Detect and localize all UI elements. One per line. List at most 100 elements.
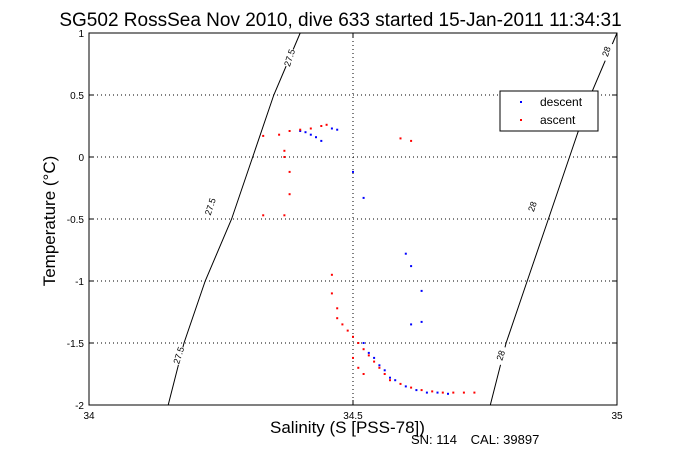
contour-label-text: 28 <box>600 45 613 58</box>
legend-marker-descent <box>520 101 522 103</box>
y-tick-label: -1.5 <box>67 339 85 350</box>
ascent-point <box>320 125 323 127</box>
ascent-point <box>389 379 391 382</box>
x-tick-label: 34 <box>83 411 95 422</box>
ascent-point <box>362 348 365 351</box>
ascent-point <box>283 156 286 158</box>
ascent-point <box>399 382 402 385</box>
ascent-point <box>330 273 333 276</box>
footer-info: SN: 114 CAL: 39897 <box>411 432 549 447</box>
contour-label: 28 <box>597 41 613 62</box>
serial-number: SN: 114 <box>411 432 458 447</box>
y-tick-label: 0.5 <box>70 91 84 102</box>
ascent-point <box>373 360 376 363</box>
ascent-point <box>299 128 302 131</box>
ascent-point <box>262 214 265 217</box>
contour-label: 27.5 <box>201 196 218 217</box>
descent-point <box>304 131 307 134</box>
legend-label-ascent: ascent <box>540 113 576 127</box>
contour-label-background <box>492 344 508 366</box>
y-tick-label: -2 <box>75 401 84 412</box>
ascent-point <box>367 354 370 357</box>
ascent-point <box>288 170 291 173</box>
contour-label: 27.5 <box>281 47 297 68</box>
contour-label: 27.5 <box>170 344 186 366</box>
descent-point <box>315 136 317 139</box>
ascent-point <box>399 137 402 140</box>
descent-point <box>362 342 365 344</box>
descent-point <box>336 128 339 131</box>
grid-lines <box>89 33 617 405</box>
descent-point <box>378 364 381 367</box>
descent-point <box>330 127 333 130</box>
x-tick-label: 35 <box>611 411 623 422</box>
y-tick-label: -1 <box>75 277 84 288</box>
descent-point <box>404 385 407 388</box>
contour-label-text: 27.5 <box>203 197 218 217</box>
ascent-point <box>346 329 349 332</box>
contour-label-background <box>170 344 186 366</box>
ascent-point <box>283 149 286 152</box>
y-tick-label: -0.5 <box>67 215 85 226</box>
ascent-point <box>357 342 360 344</box>
contour-line <box>167 32 301 406</box>
descent-point <box>373 356 376 359</box>
descent-point <box>447 392 449 395</box>
descent-point <box>425 391 428 394</box>
chart-title: SG502 RossSea Nov 2010, dive 633 started… <box>59 10 622 31</box>
legend-label-descent: descent <box>540 95 583 109</box>
y-tick-label: 0 <box>78 153 84 164</box>
ascent-point <box>325 123 328 126</box>
x-axis-label: Salinity (S [PSS-78]) <box>270 418 425 437</box>
legend: descent ascent <box>499 90 599 132</box>
ascent-point <box>288 193 291 196</box>
legend-marker-ascent <box>520 119 522 121</box>
ascent-point <box>420 389 423 392</box>
data-points <box>262 123 476 395</box>
descent-point <box>420 289 423 292</box>
ascent-point <box>278 133 281 136</box>
ascent-point <box>441 391 444 394</box>
ascent-point <box>462 391 465 394</box>
ascent-point <box>262 134 265 137</box>
descent-point <box>389 376 391 379</box>
contour-label: 28 <box>492 344 508 366</box>
ascent-point <box>357 366 360 369</box>
descent-point <box>367 351 370 354</box>
descent-point <box>415 389 418 392</box>
descent-point <box>420 320 423 323</box>
contour-label-text: 27.5 <box>282 48 297 68</box>
ascent-point <box>473 391 476 394</box>
contour-label-text: 28 <box>494 349 507 362</box>
contour-label-text: 28 <box>526 200 539 213</box>
legend-box <box>499 90 599 132</box>
descent-point <box>362 196 365 199</box>
ascent-point <box>288 130 291 132</box>
ascent-point <box>352 356 354 359</box>
contour-label-background <box>281 47 297 68</box>
contour-label-background <box>597 41 613 62</box>
descent-point <box>299 130 302 132</box>
contour-label: 28 <box>524 196 540 217</box>
descent-point <box>383 369 386 372</box>
ascent-point <box>452 391 455 394</box>
descent-point <box>320 139 323 142</box>
y-axis-label: Temperature (°C) <box>40 155 59 287</box>
ascent-point <box>378 366 381 369</box>
ascent-point <box>352 335 354 338</box>
ascent-point <box>410 139 413 142</box>
y-tick-label: 1 <box>78 29 84 40</box>
contour-label-background <box>524 196 540 217</box>
ascent-point <box>431 390 434 393</box>
x-tick-label: 34.5 <box>343 411 363 422</box>
contour-label-background <box>201 196 217 217</box>
descent-point <box>410 323 413 326</box>
ascent-point <box>341 323 344 326</box>
ascent-point <box>309 127 312 130</box>
descent-point <box>394 379 397 382</box>
calibration: CAL: 39897 <box>470 432 540 447</box>
ascent-point <box>330 292 333 295</box>
ascent-point <box>283 214 286 217</box>
descent-point <box>404 252 407 255</box>
